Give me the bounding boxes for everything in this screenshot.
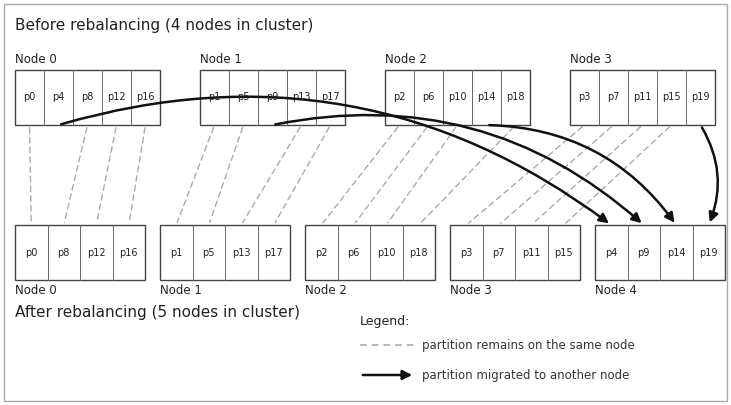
Text: p8: p8 (58, 247, 70, 258)
Text: p19: p19 (692, 92, 710, 102)
Text: p7: p7 (493, 247, 505, 258)
Text: p2: p2 (393, 92, 406, 102)
Text: p12: p12 (87, 247, 105, 258)
Text: p1: p1 (208, 92, 221, 102)
Bar (595, 225, 725, 280)
Text: p16: p16 (136, 92, 155, 102)
Text: p5: p5 (238, 92, 250, 102)
Text: p19: p19 (700, 247, 718, 258)
Text: p14: p14 (477, 92, 496, 102)
Text: p11: p11 (633, 92, 652, 102)
Text: Node 1: Node 1 (160, 284, 202, 297)
Text: p9: p9 (637, 247, 650, 258)
Text: After rebalancing (5 nodes in cluster): After rebalancing (5 nodes in cluster) (15, 305, 300, 320)
Text: p6: p6 (347, 247, 360, 258)
Text: p2: p2 (315, 247, 327, 258)
Text: p4: p4 (53, 92, 64, 102)
Bar (15, 225, 145, 280)
Text: p5: p5 (202, 247, 215, 258)
Text: p15: p15 (554, 247, 573, 258)
Text: Node 3: Node 3 (570, 53, 612, 66)
Text: p10: p10 (448, 92, 467, 102)
Text: p16: p16 (119, 247, 138, 258)
Bar (570, 70, 715, 125)
Text: p6: p6 (423, 92, 435, 102)
Text: p9: p9 (266, 92, 279, 102)
Text: p3: p3 (578, 92, 591, 102)
Text: p18: p18 (409, 247, 428, 258)
Text: Node 0: Node 0 (15, 53, 57, 66)
Text: p17: p17 (265, 247, 283, 258)
Text: p17: p17 (321, 92, 340, 102)
Text: Node 2: Node 2 (305, 284, 347, 297)
Text: Legend:: Legend: (360, 315, 410, 328)
Text: p4: p4 (605, 247, 618, 258)
Text: p14: p14 (667, 247, 686, 258)
Text: Node 3: Node 3 (450, 284, 492, 297)
Text: p0: p0 (25, 247, 37, 258)
Text: p13: p13 (292, 92, 311, 102)
Bar (160, 225, 290, 280)
Text: p0: p0 (23, 92, 36, 102)
Bar (450, 225, 580, 280)
Text: p11: p11 (522, 247, 540, 258)
Text: Node 1: Node 1 (200, 53, 242, 66)
Bar (200, 70, 345, 125)
Text: p12: p12 (107, 92, 126, 102)
Text: p3: p3 (460, 247, 472, 258)
Bar (385, 70, 530, 125)
Text: Node 4: Node 4 (595, 284, 637, 297)
Bar (15, 70, 160, 125)
Text: p15: p15 (662, 92, 681, 102)
Text: partition migrated to another node: partition migrated to another node (422, 369, 629, 382)
Text: Node 2: Node 2 (385, 53, 427, 66)
Text: p13: p13 (232, 247, 251, 258)
Text: p7: p7 (607, 92, 620, 102)
Text: Node 0: Node 0 (15, 284, 57, 297)
Text: p8: p8 (81, 92, 94, 102)
Text: p1: p1 (170, 247, 183, 258)
Bar (305, 225, 435, 280)
Text: Before rebalancing (4 nodes in cluster): Before rebalancing (4 nodes in cluster) (15, 18, 314, 33)
Text: p18: p18 (507, 92, 525, 102)
Text: partition remains on the same node: partition remains on the same node (422, 339, 635, 352)
Text: p10: p10 (377, 247, 395, 258)
